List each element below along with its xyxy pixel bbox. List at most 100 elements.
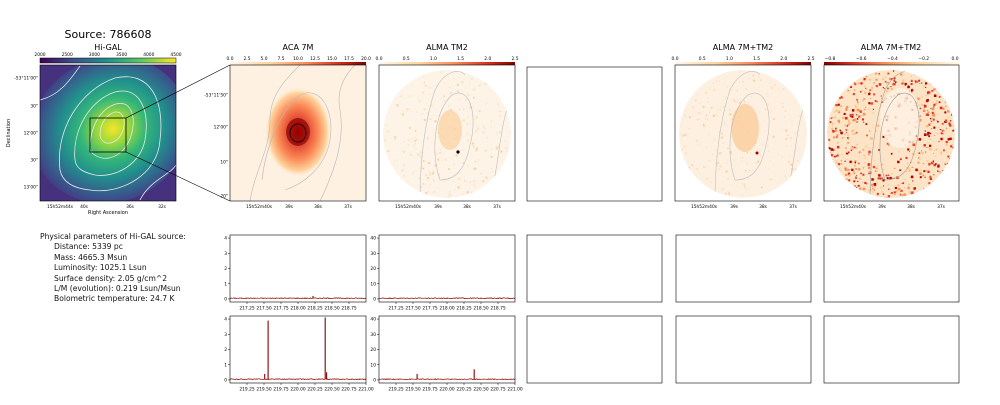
7m-emission — [731, 104, 759, 152]
noise-pixel — [917, 161, 920, 164]
noise-pixel — [942, 133, 944, 135]
noise-pixel — [944, 163, 946, 165]
noise-pixel — [918, 138, 922, 141]
noise-pixel — [879, 186, 882, 189]
noise-pixel — [880, 89, 882, 90]
noise-pixel — [761, 97, 764, 100]
noise-pixel — [794, 102, 796, 103]
noise-pixel — [897, 184, 900, 187]
noise-pixel — [698, 118, 700, 120]
noise-pixel — [495, 147, 498, 150]
noise-pixel — [917, 169, 919, 172]
noise-pixel — [952, 124, 955, 127]
colorbar-tick-label: 2.0 — [780, 56, 787, 62]
noise-pixel — [431, 172, 434, 175]
param-lm: L/M (evolution): 0.219 Lsun/Msun — [54, 284, 181, 294]
noise-pixel — [426, 112, 429, 115]
noise-pixel — [422, 183, 424, 185]
noise-pixel — [862, 167, 864, 169]
noise-pixel — [939, 106, 943, 110]
noise-pixel — [844, 173, 848, 177]
noise-pixel — [482, 127, 485, 129]
noise-pixel — [938, 140, 940, 142]
noise-pixel — [932, 118, 935, 121]
panel-title-alma7mtm2: ALMA 7M+TM2 — [713, 43, 773, 52]
noise-pixel — [854, 160, 857, 163]
noise-pixel — [933, 126, 936, 129]
noise-pixel — [844, 133, 847, 136]
noise-pixel — [863, 104, 865, 107]
noise-pixel — [726, 86, 728, 88]
noise-pixel — [947, 161, 949, 163]
noise-pixel — [876, 195, 879, 198]
colorbar-tick-label: 4500 — [170, 52, 181, 58]
noise-pixel — [909, 151, 910, 153]
noise-pixel — [693, 110, 695, 112]
noise-pixel — [770, 86, 773, 89]
noise-pixel — [872, 165, 876, 169]
noise-pixel — [840, 96, 843, 98]
noise-pixel — [500, 150, 503, 153]
noise-pixel — [744, 186, 746, 188]
x-tick-label: 38s — [907, 204, 916, 210]
noise-pixel — [937, 170, 939, 172]
noise-pixel — [921, 96, 923, 98]
panel-aca7m: ACA 7M 0.0 2.5 5.0 7.5 10.0 12.5 15.0 17.5 20.0 … — [204, 43, 371, 210]
noise-pixel — [872, 188, 874, 190]
noise-pixel — [898, 187, 901, 191]
noise-pixel — [461, 149, 463, 151]
xticks-alma7mtm2-negative: 15h52m40s 39s 38s 37s — [840, 204, 946, 210]
x-tick-label: 219.75 — [273, 387, 289, 393]
noise-pixel — [939, 171, 942, 174]
noise-pixel — [386, 131, 389, 133]
noise-pixel — [900, 183, 902, 184]
noise-pixel — [909, 90, 911, 92]
noise-pixel — [868, 173, 870, 175]
noise-pixel — [426, 147, 428, 149]
noise-pixel — [887, 174, 890, 176]
noise-pixel — [909, 191, 912, 194]
x-tick-label: 218.75 — [490, 306, 506, 312]
noise-pixel — [870, 102, 873, 105]
noise-pixel — [767, 95, 769, 98]
noise-pixel — [384, 137, 386, 139]
noise-pixel — [930, 118, 932, 120]
colorbar-tick-label: 0.0 — [376, 56, 383, 62]
noise-pixel — [845, 159, 847, 160]
xticks-higal: 15h52m44s 40s 36s 32s — [47, 204, 167, 210]
noise-pixel — [851, 133, 855, 136]
noise-pixel — [831, 128, 834, 131]
noise-pixel — [841, 136, 844, 139]
noise-pixel — [685, 110, 687, 113]
noise-pixel — [385, 124, 387, 126]
noise-pixel — [859, 151, 861, 153]
noise-pixel — [448, 168, 450, 170]
noise-pixel — [401, 150, 402, 152]
noise-pixel — [427, 190, 429, 193]
noise-pixel — [933, 103, 936, 106]
noise-pixel — [684, 133, 686, 136]
noise-pixel — [850, 148, 852, 150]
noise-pixel — [765, 186, 766, 188]
noise-pixel — [436, 129, 438, 131]
empty-spectrum-r2c5 — [675, 315, 812, 384]
noise-pixel — [904, 82, 907, 86]
noise-pixel — [456, 83, 459, 86]
noise-pixel — [688, 116, 691, 119]
noise-pixel — [708, 111, 710, 113]
noise-pixel — [933, 153, 934, 154]
x-tick-label: 220.50 — [473, 387, 489, 393]
noise-pixel — [949, 158, 951, 160]
noise-pixel — [898, 151, 900, 153]
noise-pixel — [414, 130, 417, 132]
noise-pixel — [832, 130, 835, 133]
colorbar-tick-label: 2000 — [34, 52, 45, 58]
noise-pixel — [474, 121, 476, 123]
x-tick-label: 220.25 — [307, 387, 323, 393]
noise-pixel — [434, 164, 437, 167]
x-tick-label: 36s — [126, 204, 135, 210]
yticks-higal: -53°11'00" 30" 12'00" 30" 13'00" — [14, 76, 38, 191]
noise-pixel — [863, 78, 866, 81]
x-tick-label: 217.75 — [422, 306, 438, 312]
noise-pixel — [837, 103, 840, 106]
